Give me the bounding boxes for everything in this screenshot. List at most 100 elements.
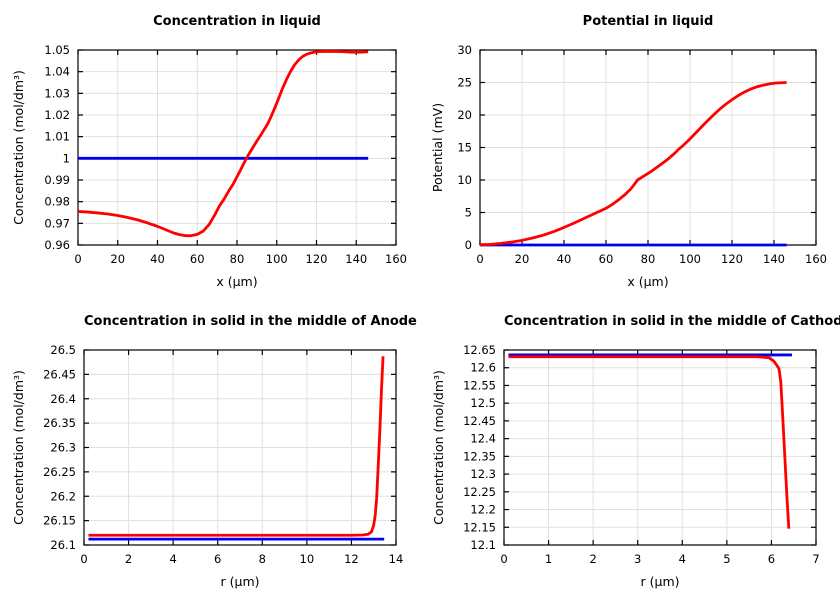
svg-text:12.65: 12.65 xyxy=(463,343,496,357)
svg-text:2: 2 xyxy=(589,552,596,566)
svg-text:1.04: 1.04 xyxy=(44,65,70,79)
svg-text:12.3: 12.3 xyxy=(470,467,496,481)
plot-canvas: 0 2 4 6 8 10 12 1426.126.1526.226.2526.326.3526… xyxy=(43,343,403,566)
svg-text:20: 20 xyxy=(110,252,125,266)
series-red-line xyxy=(77,49,369,238)
svg-text:12.5: 12.5 xyxy=(470,396,496,410)
svg-text:26.5: 26.5 xyxy=(50,343,76,357)
svg-text:140: 140 xyxy=(763,252,785,266)
svg-text:120: 120 xyxy=(721,252,743,266)
y-tick-labels: 26.1 26.15 26.2 26.25 26.3 26.35 26.4 26.45 26.5 xyxy=(43,343,76,552)
svg-text:26.45: 26.45 xyxy=(43,367,76,381)
svg-text:0.99: 0.99 xyxy=(44,173,70,187)
svg-text:12: 12 xyxy=(344,552,359,566)
svg-text:12.55: 12.55 xyxy=(463,378,496,392)
x-tick-labels: 0 1 2 3 4 5 6 7 xyxy=(500,552,819,566)
svg-text:0.97: 0.97 xyxy=(44,216,70,230)
svg-text:30: 30 xyxy=(457,43,472,57)
y-tick-labels: 0 5 10 15 20 25 30 xyxy=(457,43,472,252)
chart-concentration-solid-cathode: Concentration in solid in the middle of … xyxy=(420,300,840,600)
svg-text:5: 5 xyxy=(723,552,730,566)
svg-text:7: 7 xyxy=(812,552,819,566)
svg-text:1.01: 1.01 xyxy=(44,130,70,144)
x-axis-label: x (µm) xyxy=(216,274,258,289)
chart-concentration-in-liquid: Concentration in liquid Concentration (m… xyxy=(0,0,420,300)
svg-text:120: 120 xyxy=(306,252,328,266)
gridlines xyxy=(504,350,816,545)
x-tick-labels: 0 20 40 60 80 100 120 140 160 xyxy=(476,252,827,266)
svg-text:1.05: 1.05 xyxy=(44,43,70,57)
x-tick-labels: 0 20 40 60 80 100 120 140 160 xyxy=(74,252,407,266)
x-axis-label: r (µm) xyxy=(220,574,260,589)
svg-text:60: 60 xyxy=(599,252,614,266)
svg-text:12.35: 12.35 xyxy=(463,449,496,463)
svg-text:12.25: 12.25 xyxy=(463,485,496,499)
svg-text:0: 0 xyxy=(74,252,81,266)
svg-text:100: 100 xyxy=(679,252,701,266)
svg-text:3: 3 xyxy=(634,552,641,566)
svg-text:6: 6 xyxy=(214,552,221,566)
series-red-line xyxy=(508,355,791,529)
svg-text:0: 0 xyxy=(500,552,507,566)
svg-text:140: 140 xyxy=(345,252,367,266)
svg-text:1.03: 1.03 xyxy=(44,86,70,100)
gridlines xyxy=(84,350,396,545)
plot-canvas: 0 20 40 60 80 100 120 140 160 0 5 10 15 20 25 30 xyxy=(457,43,827,266)
gridlines xyxy=(480,50,816,245)
svg-text:26.35: 26.35 xyxy=(43,416,76,430)
svg-text:1: 1 xyxy=(63,151,70,165)
svg-text:0: 0 xyxy=(476,252,483,266)
y-tick-labels: 0.96 0.97 0.98 0.99 1 1.01 1.02 1.03 1.04 1.05 xyxy=(44,43,70,252)
chart-title: Potential in liquid xyxy=(582,14,714,29)
svg-text:0.98: 0.98 xyxy=(44,195,70,209)
svg-text:80: 80 xyxy=(230,252,245,266)
svg-text:26.4: 26.4 xyxy=(50,392,76,406)
svg-text:80: 80 xyxy=(641,252,656,266)
svg-text:12.45: 12.45 xyxy=(463,414,496,428)
svg-text:1: 1 xyxy=(545,552,552,566)
series-red-line xyxy=(479,81,787,247)
chart-potential-in-liquid: Potential in liquid Potential (mV) 0 20 40… xyxy=(420,0,840,300)
svg-text:100: 100 xyxy=(266,252,288,266)
x-axis-label: x (µm) xyxy=(627,274,669,289)
plot-frame xyxy=(503,349,817,546)
svg-text:20: 20 xyxy=(515,252,530,266)
svg-text:40: 40 xyxy=(150,252,165,266)
chart-title: Concentration in liquid xyxy=(153,14,321,29)
svg-text:26.3: 26.3 xyxy=(50,441,76,455)
svg-text:10: 10 xyxy=(300,552,315,566)
svg-text:20: 20 xyxy=(457,108,472,122)
svg-text:12.6: 12.6 xyxy=(470,361,496,375)
svg-text:15: 15 xyxy=(457,141,472,155)
chart-title: Concentration in solid in the middle of … xyxy=(84,314,417,329)
y-tick-labels: 12.1 12.15 12.2 12.25 12.3 12.35 12.4 12.45 12.5… xyxy=(463,343,496,552)
tick-marks xyxy=(83,349,397,546)
svg-text:25: 25 xyxy=(457,76,472,90)
chart-title: Concentration in solid in the middle of … xyxy=(504,314,840,329)
svg-text:12.1: 12.1 xyxy=(470,538,496,552)
svg-text:8: 8 xyxy=(259,552,266,566)
x-tick-labels: 0 2 4 6 8 10 12 14 xyxy=(80,552,403,566)
svg-text:26.1: 26.1 xyxy=(50,538,76,552)
svg-text:40: 40 xyxy=(557,252,572,266)
svg-text:4: 4 xyxy=(679,552,686,566)
svg-text:4: 4 xyxy=(169,552,176,566)
svg-text:160: 160 xyxy=(385,252,407,266)
svg-text:5: 5 xyxy=(465,206,472,220)
svg-text:26.25: 26.25 xyxy=(43,465,76,479)
plot-canvas: 0 20 40 60 80 100 120 140 160 0.96 0.97 0.98 0.99 1 1.… xyxy=(44,43,407,266)
svg-text:2: 2 xyxy=(125,552,132,566)
svg-text:12.4: 12.4 xyxy=(470,432,496,446)
svg-text:0: 0 xyxy=(80,552,87,566)
svg-text:10: 10 xyxy=(457,173,472,187)
svg-text:1.02: 1.02 xyxy=(44,108,70,122)
svg-text:60: 60 xyxy=(190,252,205,266)
tick-marks xyxy=(503,349,817,546)
svg-text:0.96: 0.96 xyxy=(44,238,70,252)
svg-text:26.15: 26.15 xyxy=(43,514,76,528)
svg-text:12.15: 12.15 xyxy=(463,520,496,534)
svg-text:14: 14 xyxy=(389,552,404,566)
svg-text:0: 0 xyxy=(465,238,472,252)
series-red-line xyxy=(88,356,385,537)
